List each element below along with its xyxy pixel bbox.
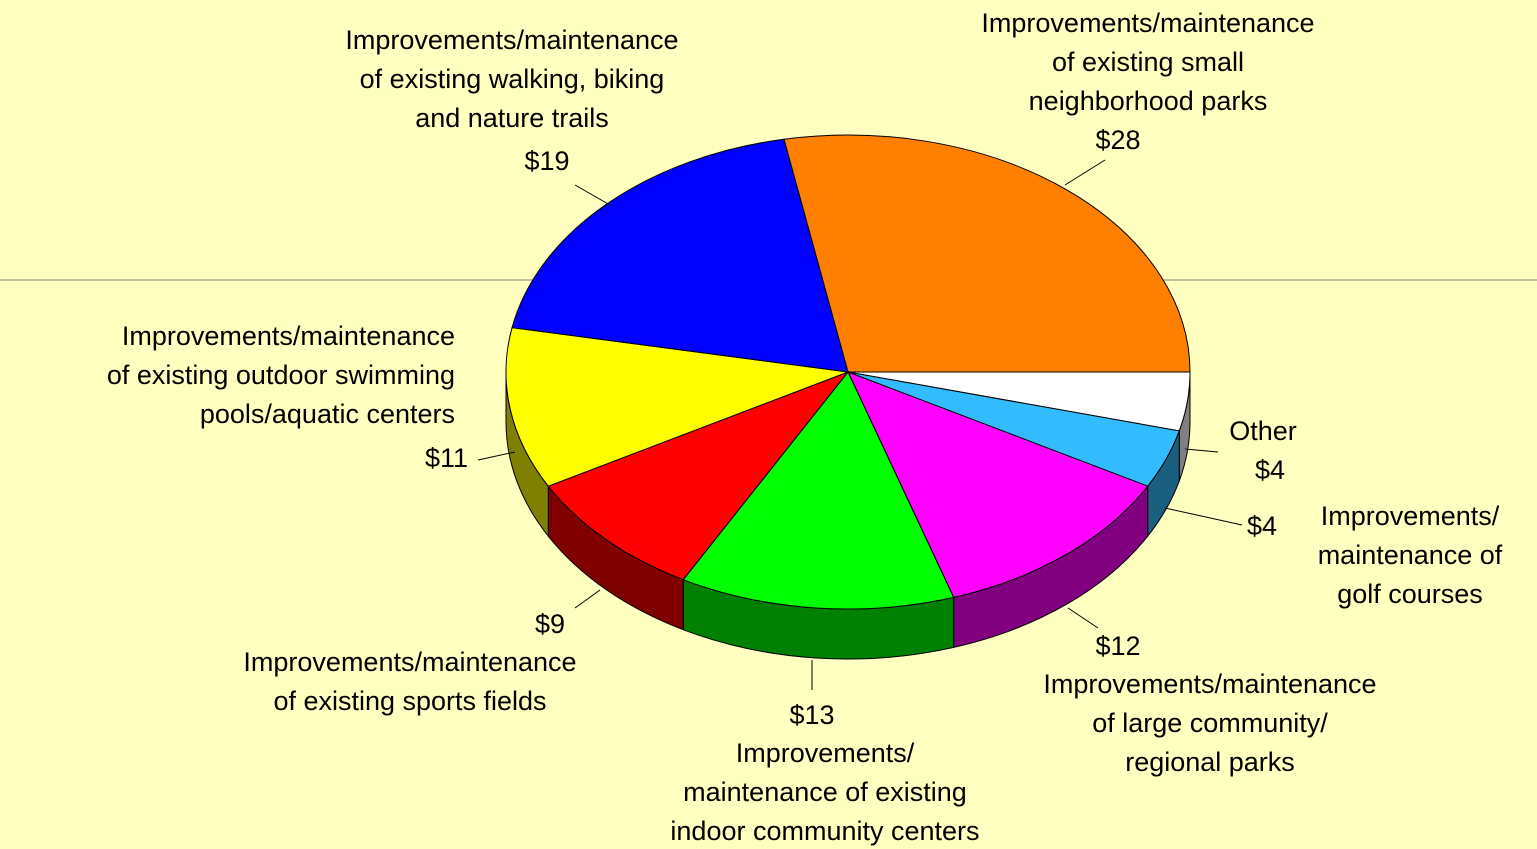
pie-slice xyxy=(783,134,1191,373)
category-label-line: Improvements/ xyxy=(736,738,915,768)
category-label-line: neighborhood parks xyxy=(1029,86,1268,116)
value-label: $11 xyxy=(425,443,468,473)
pie-slice xyxy=(505,327,849,487)
category-label-line: Improvements/maintenance xyxy=(243,647,576,677)
leader-line xyxy=(1067,607,1099,629)
value-label: $13 xyxy=(789,700,834,730)
pie-slice xyxy=(847,371,1149,598)
pie-slice xyxy=(547,370,850,581)
category-label-line: and nature trails xyxy=(415,103,609,133)
category-label-line: Improvements/maintenance xyxy=(122,321,455,351)
leader-line xyxy=(574,589,601,609)
leader-line xyxy=(1184,448,1219,453)
category-label: Other xyxy=(1229,416,1297,446)
category-label: Improvements/maintenance of golf courses xyxy=(1318,501,1503,609)
category-label-line: maintenance of existing xyxy=(683,777,967,807)
category-label: Improvements/maintenance of existing smal… xyxy=(981,8,1314,116)
leader-line xyxy=(574,184,611,206)
pie-slice xyxy=(682,371,955,610)
category-label-line: Improvements/maintenance xyxy=(345,25,678,55)
category-label-line: Improvements/ xyxy=(1321,501,1500,531)
value-label: $9 xyxy=(535,609,565,639)
category-label-line: pools/aquatic centers xyxy=(200,399,455,429)
value-label: $19 xyxy=(524,146,569,176)
value-label: $12 xyxy=(1095,631,1140,661)
category-label-line: regional parks xyxy=(1125,747,1295,777)
category-label-line: of existing small xyxy=(1052,47,1244,77)
category-label: Improvements/maintenance of existing outd… xyxy=(107,321,455,429)
category-label: Improvements/maintenance of large communi… xyxy=(1043,669,1376,777)
category-label-line: of large community/ xyxy=(1092,708,1328,738)
pie-slice xyxy=(511,138,849,373)
leader-line xyxy=(1164,507,1243,526)
category-label-line: of existing walking, biking xyxy=(360,64,665,94)
category-label-line: Improvements/maintenance xyxy=(981,8,1314,38)
category-label-line: of existing outdoor swimming xyxy=(107,360,455,390)
category-label-line: Improvements/maintenance xyxy=(1043,669,1376,699)
value-label: $4 xyxy=(1247,511,1277,541)
category-label-line: of existing sports fields xyxy=(273,686,546,716)
category-label-line: maintenance of xyxy=(1318,540,1503,570)
category-label: Improvements/maintenance of existing spor… xyxy=(243,647,576,716)
category-label: Improvements/maintenance of existing indo… xyxy=(670,738,979,846)
category-label: Improvements/maintenance of existing walk… xyxy=(345,25,678,133)
category-label-line: golf courses xyxy=(1337,579,1483,609)
value-label: $28 xyxy=(1095,125,1140,155)
category-label-line: Other xyxy=(1229,416,1297,446)
value-label: $4 xyxy=(1255,455,1285,485)
category-label-line: indoor community centers xyxy=(670,816,979,846)
leader-line xyxy=(477,451,516,461)
leader-line xyxy=(1064,159,1106,186)
